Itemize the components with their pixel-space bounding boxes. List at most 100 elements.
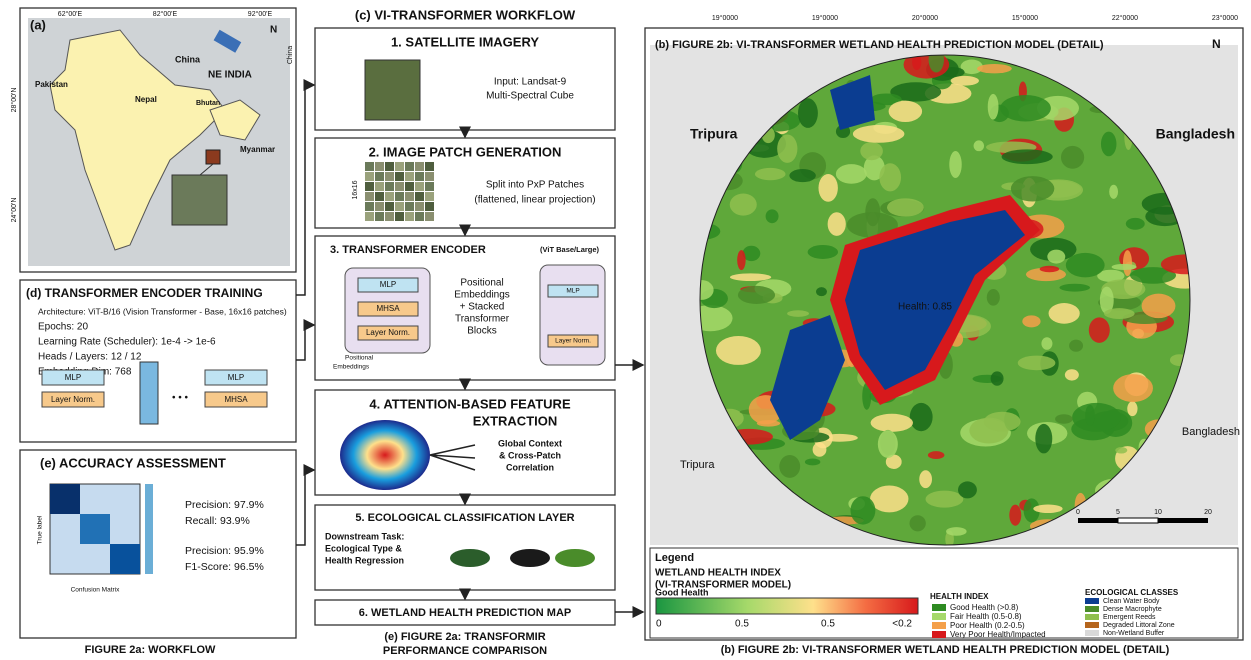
leader (199, 163, 214, 176)
label: Blocks (467, 326, 496, 337)
label: N (270, 25, 277, 36)
patch (365, 182, 374, 191)
patch (862, 382, 872, 410)
block (357, 277, 419, 293)
label: Myanmar (240, 145, 275, 154)
patch (890, 82, 942, 102)
patch (863, 155, 885, 181)
label: 28°00'N (10, 88, 18, 113)
patch (927, 451, 945, 459)
block (204, 391, 268, 408)
patch (787, 310, 809, 317)
patch (729, 193, 757, 216)
patch (1097, 269, 1125, 283)
patch (405, 172, 414, 181)
label: 0.5 (821, 619, 835, 630)
label: Learning Rate (Scheduler): 1e-4 -> 1e-6 (38, 337, 216, 348)
label: Degraded Littoral Zone (1103, 622, 1175, 629)
label: Recall: 93.9% (185, 515, 250, 527)
block (357, 301, 419, 317)
patch (925, 490, 964, 508)
label: Poor Health (0.2-0.5) (950, 621, 1025, 630)
patch (860, 141, 883, 161)
label: 0 (656, 619, 662, 630)
patch (909, 402, 933, 432)
patch (976, 64, 1012, 74)
label: MLP (566, 288, 579, 295)
cell (50, 484, 80, 514)
block (41, 391, 105, 408)
patch (1069, 339, 1084, 352)
patch (754, 167, 786, 181)
patch (850, 496, 876, 525)
patch (777, 134, 798, 163)
patch (385, 172, 394, 181)
patch (888, 100, 923, 123)
label: Bangladesh (1182, 426, 1240, 438)
patch (375, 172, 384, 181)
label: Emergent Reeds (1103, 614, 1156, 621)
label: China (287, 46, 294, 64)
patch (1059, 283, 1091, 292)
attention-map (340, 420, 430, 490)
label: China (175, 54, 201, 64)
patch (385, 202, 394, 211)
label: 5 (1116, 509, 1120, 516)
patch (909, 515, 926, 532)
label: MHSA (224, 395, 248, 404)
cell (80, 514, 110, 544)
label: 82°00'E (153, 10, 178, 18)
patch (1047, 249, 1066, 264)
patch (365, 212, 374, 221)
swatch (932, 622, 946, 629)
patch (1001, 149, 1053, 165)
patch (405, 182, 414, 191)
label: (b) FIGURE 2b: VI-TRANSFORMER WETLAND HE… (721, 644, 1170, 656)
cell (110, 544, 140, 574)
label: (e) FIGURE 2a: TRANSFORMIR (384, 631, 545, 643)
patch (846, 212, 898, 238)
label: 6. WETLAND HEALTH PREDICTION MAP (359, 607, 571, 619)
label: Ecological Type & (325, 543, 402, 553)
label: <0.2 (892, 619, 912, 630)
patch (365, 172, 374, 181)
patch (807, 245, 839, 259)
patch (804, 458, 821, 466)
swatch (1085, 606, 1099, 612)
patch (1115, 447, 1128, 454)
label: 19°0000 (812, 14, 838, 22)
patch (1017, 355, 1056, 371)
block (41, 369, 105, 386)
patch (415, 192, 424, 201)
patch (1041, 337, 1053, 350)
label: Good Health (>0.8) (950, 603, 1019, 612)
patch (812, 442, 827, 457)
patch (385, 192, 394, 201)
label: Dense Macrophyte (1103, 606, 1162, 613)
patch (425, 162, 434, 171)
swatch (1085, 630, 1099, 636)
encoder-small (539, 264, 606, 366)
patch (827, 212, 846, 236)
scale-seg (1117, 517, 1159, 524)
patch (1048, 303, 1080, 324)
label: Precision: 97.9% (185, 499, 264, 511)
label: Good Health (655, 587, 709, 597)
arrows (296, 79, 645, 618)
patch (879, 163, 902, 192)
label: Very Poor Health/Impacted (950, 630, 1046, 639)
patch (375, 202, 384, 211)
satellite (213, 29, 242, 53)
label: Fair Health (0.5-0.8) (950, 612, 1022, 621)
patch (1100, 131, 1117, 157)
label: Bhutan (196, 100, 220, 107)
label: 5. ECOLOGICAL CLASSIFICATION LAYER (355, 512, 574, 524)
patch (798, 98, 818, 128)
label: 16x16 (352, 180, 359, 199)
label: (a) (30, 17, 46, 32)
label: NE INDIA (208, 70, 252, 81)
label: Layer Norm. (51, 395, 95, 404)
label: Downstream Task: (325, 531, 404, 541)
patch (1127, 401, 1138, 417)
patch (715, 336, 761, 365)
